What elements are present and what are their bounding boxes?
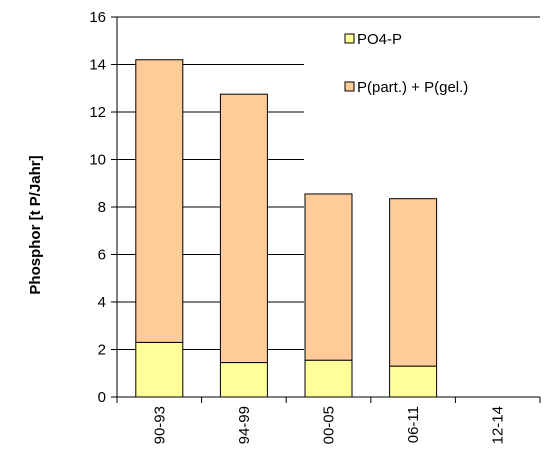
y-tick-label: 2 xyxy=(98,342,106,359)
bar-segment xyxy=(304,193,353,361)
bar-segment xyxy=(389,365,438,398)
bar-segment xyxy=(135,59,184,343)
x-tick-label: 00-05 xyxy=(321,406,338,444)
x-tick-label: 94-99 xyxy=(236,406,253,444)
y-tick-label: 12 xyxy=(89,104,106,121)
y-tick-label: 16 xyxy=(89,9,106,26)
legend-label: P(part.) + P(gel.) xyxy=(357,79,468,96)
legend: PO4-P P(part.) + P(gel.) xyxy=(344,31,468,96)
y-tick-label: 6 xyxy=(98,247,106,264)
y-tick-label: 10 xyxy=(89,152,106,169)
x-tick-labels: 90-93 94-99 00-05 06-11 12-14 xyxy=(151,406,506,444)
y-tick-label: 0 xyxy=(98,389,106,406)
axes xyxy=(111,16,541,403)
x-tick-label: 90-93 xyxy=(151,406,168,444)
legend-swatch xyxy=(344,33,355,44)
legend-swatch xyxy=(344,81,355,92)
bar-segment xyxy=(135,341,184,398)
y-tick-label: 8 xyxy=(98,199,106,216)
bar-segment xyxy=(304,359,353,398)
y-tick-label: 4 xyxy=(98,294,106,311)
x-tick-label: 06-11 xyxy=(405,406,422,443)
y-axis-title: Phosphor [t P/Jahr] xyxy=(27,155,44,294)
y-tick-labels: 0 2 4 6 8 10 12 14 16 xyxy=(89,9,106,406)
y-tick-label: 14 xyxy=(89,57,106,74)
bar-segment xyxy=(219,362,268,398)
bars xyxy=(135,59,438,398)
x-tick-label: 12-14 xyxy=(490,406,507,444)
bar-segment xyxy=(389,198,438,367)
bar-segment xyxy=(219,93,268,364)
legend-label: PO4-P xyxy=(357,31,402,48)
